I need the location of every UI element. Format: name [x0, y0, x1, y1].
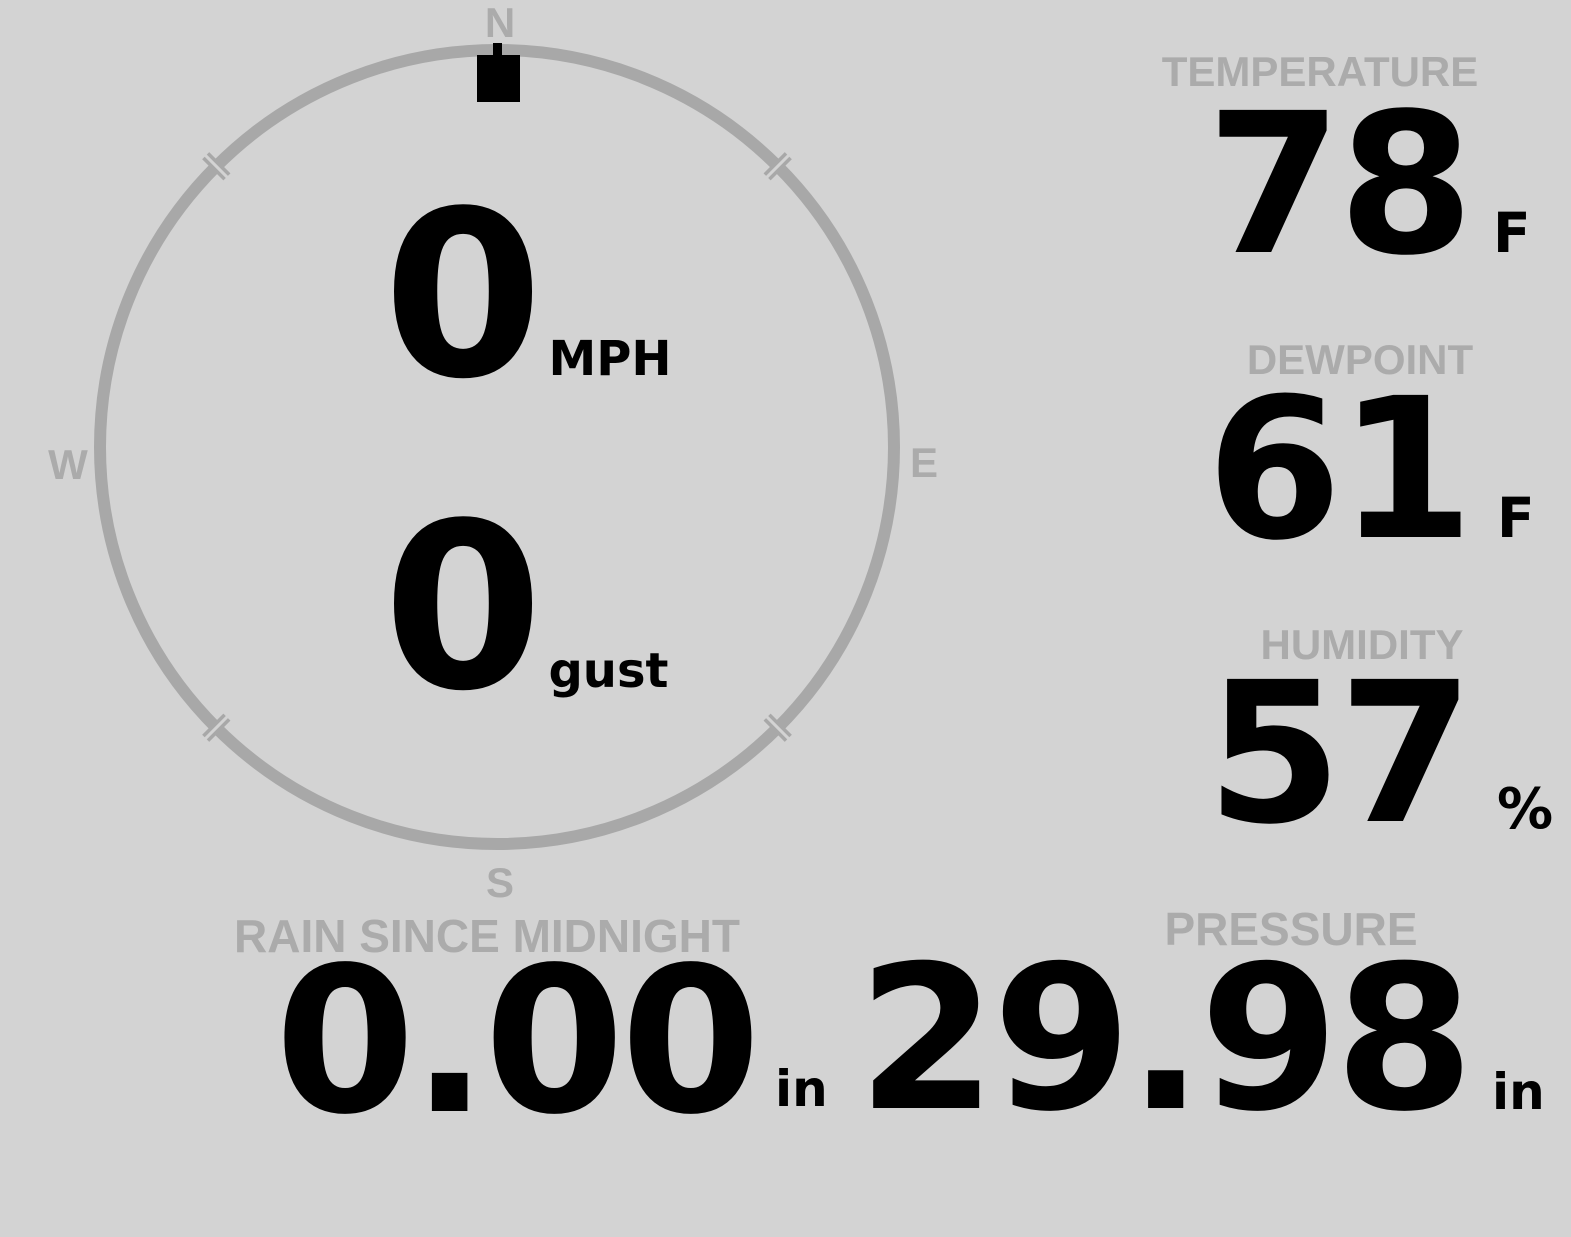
compass-label-south: S	[485, 859, 514, 906]
wind-gust-readout: 0 gust	[383, 494, 668, 724]
humidity-label: HUMIDITY	[1260, 621, 1464, 668]
wind-direction-marker-tip	[493, 43, 502, 57]
compass-label-north: N	[484, 0, 516, 46]
wind-speed-readout: 0 MPH	[383, 182, 672, 412]
wind-direction-marker-group	[477, 43, 520, 102]
temperature-value: 78	[1206, 71, 1473, 298]
compass-tick-gap-se	[762, 712, 793, 743]
compass-label-west: W	[48, 441, 88, 488]
temperature-unit: F	[1493, 201, 1531, 265]
dewpoint-unit: F	[1497, 486, 1535, 550]
compass-label-east: E	[909, 439, 938, 486]
wind-gust-value: 0	[383, 475, 543, 742]
compass-tick-gap-ne	[762, 151, 793, 182]
compass-tick-gap-nw	[201, 151, 232, 182]
compass-tick-gap-sw	[201, 712, 232, 743]
rain-since-midnight-unit: in	[775, 1060, 828, 1118]
rain-since-midnight-label: RAIN SINCE MIDNIGHT	[234, 910, 740, 962]
wind-direction-marker	[477, 55, 520, 102]
wind-speed-unit: MPH	[548, 331, 672, 387]
wind-compass	[94, 43, 900, 850]
rain-since-midnight-value: 0.00	[274, 923, 761, 1159]
wind-gust-unit: gust	[548, 643, 669, 699]
humidity-value: 57	[1206, 640, 1473, 867]
pressure-unit: in	[1492, 1063, 1545, 1121]
dewpoint-label: DEWPOINT	[1246, 336, 1474, 383]
pressure-value: 29.98	[857, 923, 1474, 1156]
pressure-label: PRESSURE	[1164, 903, 1418, 955]
wind-speed-value: 0	[383, 163, 543, 430]
temperature-label: TEMPERATURE	[1161, 48, 1479, 95]
dewpoint-value: 61	[1206, 356, 1473, 583]
humidity-unit: %	[1497, 777, 1554, 842]
